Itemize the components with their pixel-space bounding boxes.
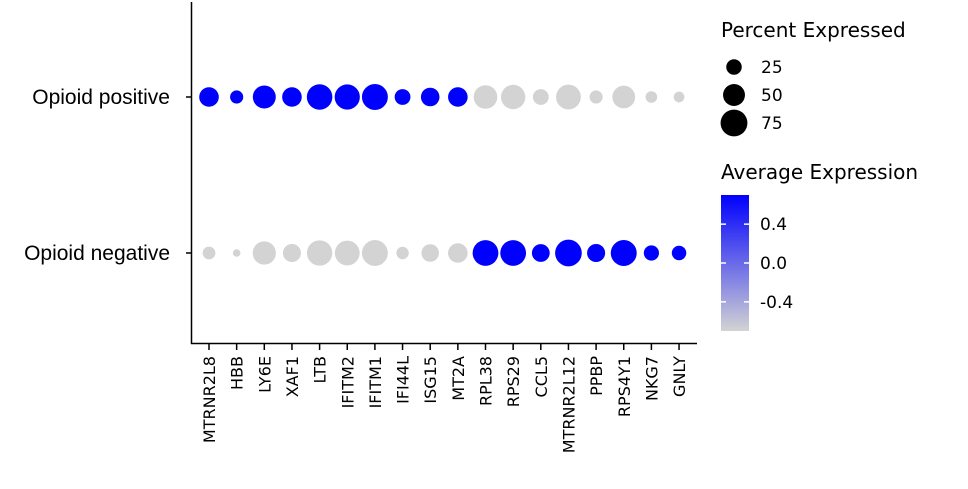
size-legend-label: 25 xyxy=(761,58,783,78)
dot-mark xyxy=(252,241,276,265)
dot-mark xyxy=(532,89,549,105)
dot-mark xyxy=(673,91,685,103)
dot-mark xyxy=(643,245,659,261)
dot-mark xyxy=(282,87,302,107)
x-tick-label: LY6E xyxy=(255,356,274,393)
dot-mark xyxy=(612,85,636,109)
x-tick-label: IFITM2 xyxy=(338,356,357,408)
size-legend-keys: 25 50 75 xyxy=(720,58,783,137)
size-legend-dot xyxy=(723,84,745,106)
x-tick-label: MTRNR2L12 xyxy=(559,356,578,453)
y-axis-labels: Opioid positive Opioid negative xyxy=(24,86,191,265)
x-tick-label: CCL5 xyxy=(532,356,551,397)
size-legend-dot xyxy=(720,109,748,137)
dot-mark xyxy=(199,87,219,107)
color-legend-label: -0.4 xyxy=(760,293,793,313)
color-legend-ticks: 0.4 0.0 -0.4 xyxy=(721,215,793,313)
x-tick-label: IFITM1 xyxy=(366,356,385,408)
dot-mark xyxy=(645,91,658,103)
dot-mark xyxy=(500,240,527,266)
dot-mark xyxy=(531,244,550,262)
color-legend-title: Average Expression xyxy=(721,160,918,184)
dot-mark xyxy=(230,90,244,104)
dot-mark xyxy=(610,240,637,266)
dot-mark xyxy=(232,249,241,257)
dot-mark xyxy=(472,240,499,266)
size-legend-label: 50 xyxy=(761,86,783,106)
x-tick-label: MT2A xyxy=(449,356,468,401)
dot-mark xyxy=(500,84,526,110)
dot-marks xyxy=(199,84,687,267)
plot-axes xyxy=(190,2,697,345)
x-tick-label: MTRNR2L8 xyxy=(200,356,219,443)
size-legend-label: 75 xyxy=(761,114,783,134)
color-legend-label: 0.4 xyxy=(760,215,787,235)
x-tick-label: GNLY xyxy=(670,356,689,397)
x-tick-label: RPS29 xyxy=(504,356,523,407)
size-legend-dot xyxy=(726,59,742,75)
x-tick-label: RPL38 xyxy=(477,356,496,406)
dot-mark xyxy=(587,243,606,263)
dot-mark xyxy=(252,85,276,109)
color-legend-label: 0.0 xyxy=(760,254,787,274)
x-axis-labels: MTRNR2L8 HBB LY6E XAF1 LTB IFITM2 IFITM1 IFI44L… xyxy=(200,344,689,453)
x-tick-label: ISG15 xyxy=(421,356,440,404)
y-tick-label: Opioid positive xyxy=(32,86,170,109)
dot-mark xyxy=(420,87,440,107)
dot-mark xyxy=(306,84,333,110)
x-tick-label: PPBP xyxy=(587,356,606,396)
dot-mark xyxy=(555,239,582,267)
size-legend-title: Percent Expressed xyxy=(721,18,906,42)
dot-mark xyxy=(334,240,360,266)
dot-mark xyxy=(473,85,498,109)
dot-mark xyxy=(396,246,409,260)
dot-mark xyxy=(334,84,360,110)
dot-mark xyxy=(306,240,333,266)
dot-mark xyxy=(421,244,439,262)
dot-mark xyxy=(202,246,216,260)
dot-mark xyxy=(556,84,581,110)
dot-mark xyxy=(448,87,468,107)
dot-mark xyxy=(448,243,468,263)
dot-mark xyxy=(589,90,603,104)
x-tick-label: LTB xyxy=(311,356,330,383)
dot-mark xyxy=(394,89,411,105)
x-tick-label: IFI44L xyxy=(394,356,413,404)
x-tick-label: XAF1 xyxy=(283,356,302,397)
dot-mark xyxy=(671,245,687,261)
legend: Percent Expressed 25 50 75 Average Express… xyxy=(720,18,918,331)
x-tick-label: RPS4Y1 xyxy=(615,356,634,417)
dot-mark xyxy=(361,84,388,110)
dot-mark xyxy=(282,243,301,263)
x-tick-label: HBB xyxy=(228,356,247,390)
dot-mark xyxy=(361,240,388,266)
x-tick-label: NKG7 xyxy=(642,356,661,401)
y-tick-label: Opioid negative xyxy=(24,242,170,265)
